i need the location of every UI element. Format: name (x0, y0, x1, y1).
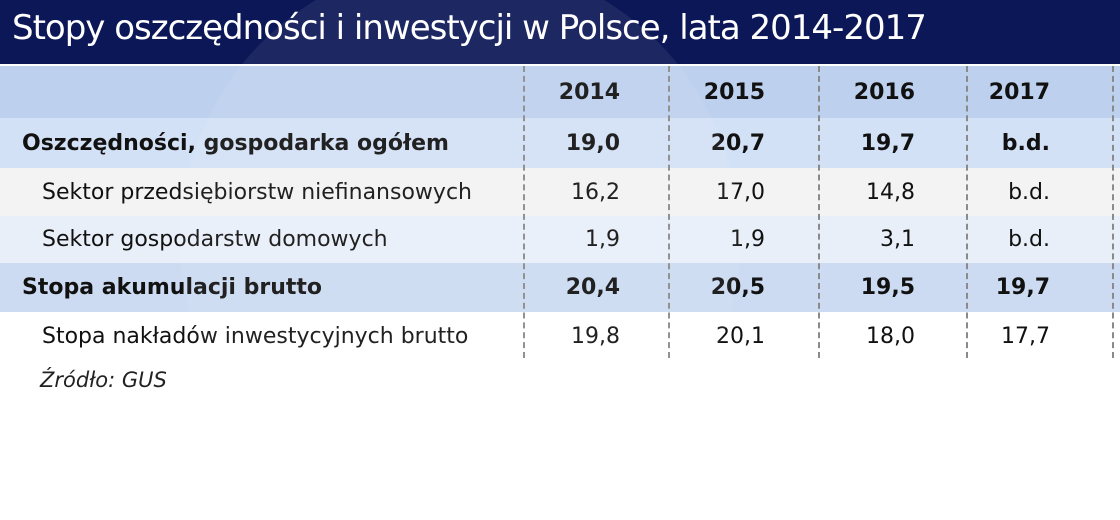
table-cell: 14,8 (866, 179, 915, 205)
column-divider (668, 66, 670, 358)
column-divider (818, 66, 820, 358)
table-cell: b.d. (1008, 227, 1050, 252)
table-cell: 19,0 (565, 130, 620, 156)
table-cell: 16,2 (571, 179, 620, 205)
table-cell: 19,7 (860, 130, 915, 156)
column-header-2016: 2016 (853, 79, 915, 105)
column-header-2014: 2014 (558, 79, 620, 105)
table-cell: b.d. (1001, 130, 1050, 156)
table-row: Sektor gospodarstw domowych 1,9 1,9 3,1 b.d. (0, 216, 1120, 263)
column-divider (523, 66, 525, 358)
table-cell: 1,9 (585, 227, 620, 252)
table-row: Stopa akumulacji brutto 20,4 20,5 19,5 19,7 (0, 263, 1120, 312)
table-cell: 20,4 (565, 275, 620, 300)
row-label: Stopa akumulacji brutto (22, 275, 323, 300)
chart-title: Stopy oszczędności i inwestycji w Polsce… (12, 8, 927, 48)
table-row: Oszczędności, gospodarka ogółem 19,0 20,7 1… (0, 118, 1120, 168)
column-header-2017: 2017 (988, 79, 1050, 105)
header-row: 2014 2015 2016 2017 (0, 66, 1120, 118)
table-cell: 3,1 (880, 227, 915, 252)
table-cell: 19,5 (860, 275, 915, 300)
table-cell: 17,7 (1001, 323, 1050, 349)
row-label: Sektor gospodarstw domowych (42, 227, 388, 252)
table-cell: 17,0 (716, 179, 765, 205)
source-note: Źródło: GUS (40, 368, 167, 392)
table-cell: 20,5 (710, 275, 765, 300)
table-cell: 20,1 (716, 323, 765, 349)
table-row: Sektor przedsiębiorstw niefinansowych 16,… (0, 168, 1120, 216)
table-cell: 18,0 (866, 323, 915, 349)
table-cell: 1,9 (730, 227, 765, 252)
table-cell: 20,7 (710, 130, 765, 156)
column-divider (1112, 66, 1114, 358)
table-cell: 19,7 (995, 275, 1050, 300)
table-cell: 19,8 (571, 323, 620, 349)
row-label: Stopa nakładów inwestycyjnych brutto (42, 323, 469, 349)
table-cell: b.d. (1008, 179, 1050, 205)
column-header-2015: 2015 (703, 79, 765, 105)
row-label: Oszczędności, gospodarka ogółem (22, 130, 449, 156)
table-row: Stopa nakładów inwestycyjnych brutto 19,8… (0, 312, 1120, 360)
row-label: Sektor przedsiębiorstw niefinansowych (42, 179, 472, 205)
column-divider (966, 66, 968, 358)
title-bar: Stopy oszczędności i inwestycji w Polsce… (0, 0, 1120, 64)
